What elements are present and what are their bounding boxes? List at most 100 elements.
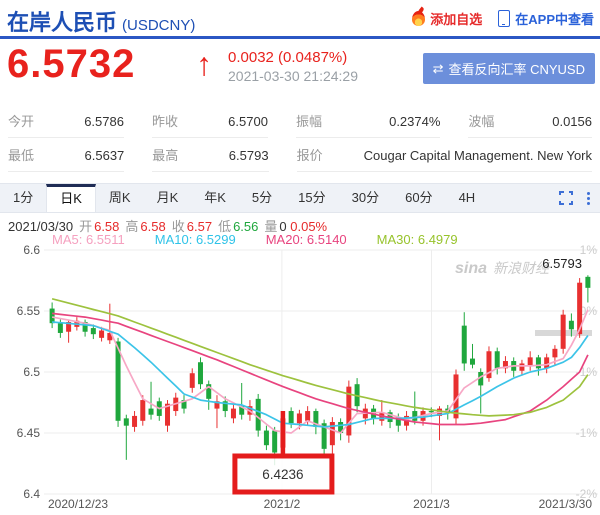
candle-body bbox=[502, 361, 508, 369]
candle-body bbox=[519, 363, 525, 371]
stat-cell: 报价 Cougar Capital Management. New York bbox=[296, 142, 593, 172]
stat-cell: 今开 6.5786 bbox=[8, 108, 124, 138]
view-in-app-button[interactable]: 在APP中查看 bbox=[498, 9, 594, 28]
up-arrow-icon: ↑ bbox=[196, 46, 212, 82]
stat-value: 6.5700 bbox=[228, 114, 268, 129]
x-axis-label: 2021/3 bbox=[413, 497, 450, 511]
ma-legend-item: MA30: 6.4979 bbox=[376, 232, 458, 247]
tab-bar: 1分 日K 周K 月K 年K 5分 15分 30分 60分 4H bbox=[0, 183, 600, 213]
candle-body bbox=[230, 408, 236, 419]
ohlc-values: 开 6.58 高 6.58 收 6.57 低 6.56 量 0 0.05% bbox=[79, 219, 328, 234]
candle-body bbox=[49, 308, 55, 324]
candle-body bbox=[148, 408, 154, 415]
stat-value: 0.2374% bbox=[389, 114, 441, 129]
fullscreen-button[interactable] bbox=[559, 191, 573, 205]
chart-ohlc-line: 2021/03/30 开 6.58 高 6.58 收 6.57 低 6.56 量 0 0.05% bbox=[8, 216, 327, 235]
candle-body bbox=[132, 415, 138, 427]
y-axis-label-left: 6.6 bbox=[23, 243, 40, 257]
x-axis-label: 2021/2 bbox=[264, 497, 301, 511]
candle-body bbox=[222, 401, 228, 412]
quote-timestamp: 2021-03-30 21:24:29 bbox=[228, 68, 358, 84]
y-axis-label-left: 6.45 bbox=[17, 426, 41, 440]
candle-body bbox=[255, 398, 261, 431]
candle-body bbox=[577, 282, 583, 335]
y-axis-label-right: 1% bbox=[580, 243, 598, 257]
candle-body bbox=[338, 422, 344, 433]
candle-body bbox=[107, 332, 113, 341]
annotation-box bbox=[232, 453, 335, 495]
tab-item-月K[interactable]: 月K bbox=[156, 190, 179, 205]
ma-line-MA5 bbox=[51, 309, 589, 434]
ma-legend-item: MA10: 6.5299 bbox=[154, 232, 236, 247]
candle-body bbox=[90, 328, 96, 335]
candle-body bbox=[263, 430, 269, 446]
candle-body bbox=[66, 321, 72, 332]
tab-item-5分[interactable]: 5分 bbox=[251, 190, 273, 205]
add-watchlist-button[interactable]: 添加自选 bbox=[412, 9, 482, 28]
stat-cell: 昨收 6.5700 bbox=[151, 108, 268, 138]
ohlc-value: 6.58 bbox=[94, 219, 120, 234]
candle-body bbox=[296, 413, 302, 424]
ma-line-MA20 bbox=[51, 312, 589, 426]
candle-body bbox=[346, 386, 352, 436]
ma-line-MA30 bbox=[51, 297, 589, 417]
ohlc-value: 6.56 bbox=[233, 219, 259, 234]
more-menu-button[interactable] bbox=[587, 191, 590, 205]
y-axis-label-left: 6.5 bbox=[23, 365, 40, 379]
ohlc-value: 0 bbox=[279, 219, 287, 234]
stats-row: 最低 6.5637 最高 6.5793 报价 Cougar Capital Managem… bbox=[8, 142, 593, 172]
stat-cell: 最低 6.5637 bbox=[8, 142, 125, 172]
ohlc-value: 6.58 bbox=[140, 219, 166, 234]
tab-item-30分[interactable]: 30分 bbox=[351, 190, 380, 205]
candle-body bbox=[486, 351, 492, 379]
tab-item-1分[interactable]: 1分 bbox=[13, 190, 34, 205]
stat-label: 报价 bbox=[296, 148, 323, 163]
y-axis-label-left: 6.55 bbox=[17, 304, 41, 318]
tab-item-4H[interactable]: 4H bbox=[458, 190, 476, 205]
stat-value: 0.0156 bbox=[552, 114, 592, 129]
tab-item-周K[interactable]: 周K bbox=[108, 190, 131, 205]
candle-body bbox=[412, 411, 418, 421]
candle-body bbox=[99, 330, 105, 338]
ma-legend-item: MA5: 6.5511 bbox=[52, 232, 125, 247]
candle-body bbox=[57, 323, 63, 333]
tab-item-日K[interactable]: 日K bbox=[46, 184, 96, 212]
candle-body bbox=[272, 430, 278, 453]
candle-body bbox=[123, 418, 129, 426]
flame-icon bbox=[412, 11, 426, 26]
candle-body bbox=[453, 374, 459, 419]
fullscreen-icon bbox=[559, 191, 573, 205]
reverse-rate-button[interactable]: ⇄ 查看反向汇率 CNYUSD bbox=[422, 53, 595, 84]
candle-body bbox=[206, 384, 212, 399]
stat-value: 6.5793 bbox=[228, 148, 269, 163]
candle-body bbox=[305, 411, 311, 421]
tab-item-60分[interactable]: 60分 bbox=[405, 190, 433, 205]
tab-item-15分[interactable]: 15分 bbox=[298, 190, 326, 205]
candle-body bbox=[313, 411, 319, 427]
stat-cell: 最高 6.5793 bbox=[152, 142, 269, 172]
candle-body bbox=[469, 358, 475, 365]
x-axis-label: 2020/12/23 bbox=[48, 497, 108, 511]
kline-chart[interactable]: 6.6 1%6.55 0%6.5 -1%6.45 -1%6.4 -2%2020/12/23… bbox=[0, 240, 600, 515]
candle-body bbox=[197, 362, 203, 385]
candle-body bbox=[165, 403, 171, 426]
ohlc-value: 6.57 bbox=[186, 219, 213, 234]
page-title: 在岸人民币 (USDCNY) bbox=[7, 10, 196, 35]
annotation-label: 6.4236 bbox=[262, 467, 303, 482]
candle-body bbox=[288, 411, 294, 424]
header: 在岸人民币 (USDCNY) 添加自选 在APP中查看 bbox=[0, 0, 600, 39]
candle-body bbox=[329, 422, 335, 446]
stat-label: 最高 bbox=[152, 148, 179, 163]
candle-body bbox=[535, 357, 541, 369]
stat-cell: 振幅 0.2374% bbox=[295, 108, 441, 138]
ma-line-MA10 bbox=[52, 321, 589, 428]
quote-change: 0.0032 (0.0487%) bbox=[228, 49, 348, 66]
y-axis-label-right: -2% bbox=[576, 487, 598, 501]
stat-label: 昨收 bbox=[151, 114, 178, 129]
stat-label: 今开 bbox=[8, 114, 35, 129]
stat-label: 最低 bbox=[8, 148, 35, 163]
ohlc-value: 0.05% bbox=[286, 219, 328, 234]
tab-item-年K[interactable]: 年K bbox=[204, 190, 226, 205]
candle-body bbox=[585, 276, 591, 288]
candle-body bbox=[321, 423, 327, 449]
